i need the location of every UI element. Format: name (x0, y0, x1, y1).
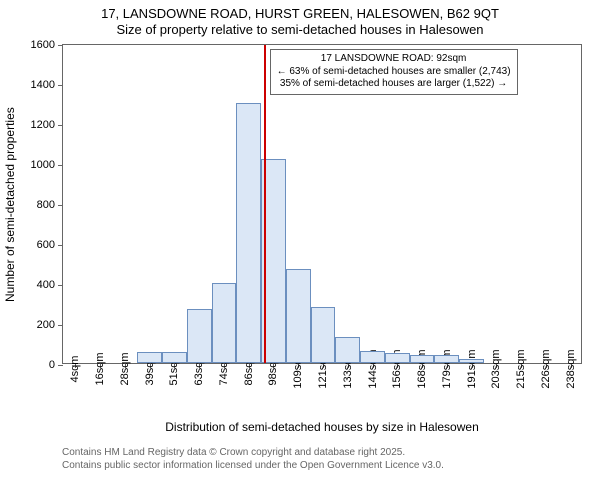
attribution: Contains HM Land Registry data © Crown c… (62, 446, 444, 472)
histogram-bar (385, 353, 410, 363)
x-tick-label: 215sqm (515, 349, 527, 388)
annotation-line-2: ← 63% of semi-detached houses are smalle… (277, 66, 511, 79)
x-tick-label: 226sqm (540, 349, 552, 388)
histogram-bar (286, 269, 311, 363)
y-tick-label: 200 (37, 319, 55, 331)
annotation-line-3: 35% of semi-detached houses are larger (… (277, 78, 511, 91)
x-axis-title: Distribution of semi-detached houses by … (62, 420, 582, 434)
y-tick (58, 245, 63, 246)
histogram-bar (187, 309, 212, 363)
histogram-bar (162, 352, 187, 363)
title-block: 17, LANSDOWNE ROAD, HURST GREEN, HALESOW… (0, 0, 600, 37)
y-tick (58, 365, 63, 366)
y-tick-label: 0 (49, 359, 55, 371)
y-tick-label: 1400 (31, 79, 55, 91)
x-tick-label: 238sqm (565, 349, 577, 388)
y-tick (58, 125, 63, 126)
histogram-bar (335, 337, 360, 363)
y-tick-label: 400 (37, 279, 55, 291)
x-tick-label: 203sqm (490, 349, 502, 388)
histogram-bar (410, 355, 435, 363)
histogram-bar (137, 352, 162, 363)
y-tick-label: 1600 (31, 39, 55, 51)
plot-area: 020040060080010001200140016004sqm16sqm28… (62, 44, 582, 364)
chart-container: { "chart": { "type": "histogram", "title… (0, 0, 600, 500)
y-tick-label: 800 (37, 199, 55, 211)
y-tick-label: 1000 (31, 159, 55, 171)
annotation-box: 17 LANSDOWNE ROAD: 92sqm ← 63% of semi-d… (270, 49, 518, 95)
histogram-bar (360, 351, 385, 363)
histogram-bar (236, 103, 261, 363)
x-tick-label: 191sqm (466, 349, 478, 388)
title-line-2: Size of property relative to semi-detach… (0, 22, 600, 37)
histogram-bar (311, 307, 336, 363)
x-tick-label: 4sqm (69, 356, 81, 383)
x-tick-label: 28sqm (119, 352, 131, 385)
y-tick (58, 205, 63, 206)
annotation-line-1: 17 LANSDOWNE ROAD: 92sqm (277, 53, 511, 66)
y-tick (58, 165, 63, 166)
title-line-1: 17, LANSDOWNE ROAD, HURST GREEN, HALESOW… (0, 6, 600, 21)
attribution-line-1: Contains HM Land Registry data © Crown c… (62, 446, 444, 459)
y-tick (58, 85, 63, 86)
y-tick (58, 45, 63, 46)
histogram-bar (459, 359, 484, 363)
x-tick-label: 16sqm (94, 352, 106, 385)
y-tick (58, 325, 63, 326)
y-tick-label: 1200 (31, 119, 55, 131)
histogram-bar (212, 283, 237, 363)
y-tick-label: 600 (37, 239, 55, 251)
attribution-line-2: Contains public sector information licen… (62, 459, 444, 472)
histogram-bar (434, 355, 459, 363)
y-tick (58, 285, 63, 286)
reference-line (264, 45, 266, 363)
y-axis-title: Number of semi-detached properties (3, 107, 17, 302)
